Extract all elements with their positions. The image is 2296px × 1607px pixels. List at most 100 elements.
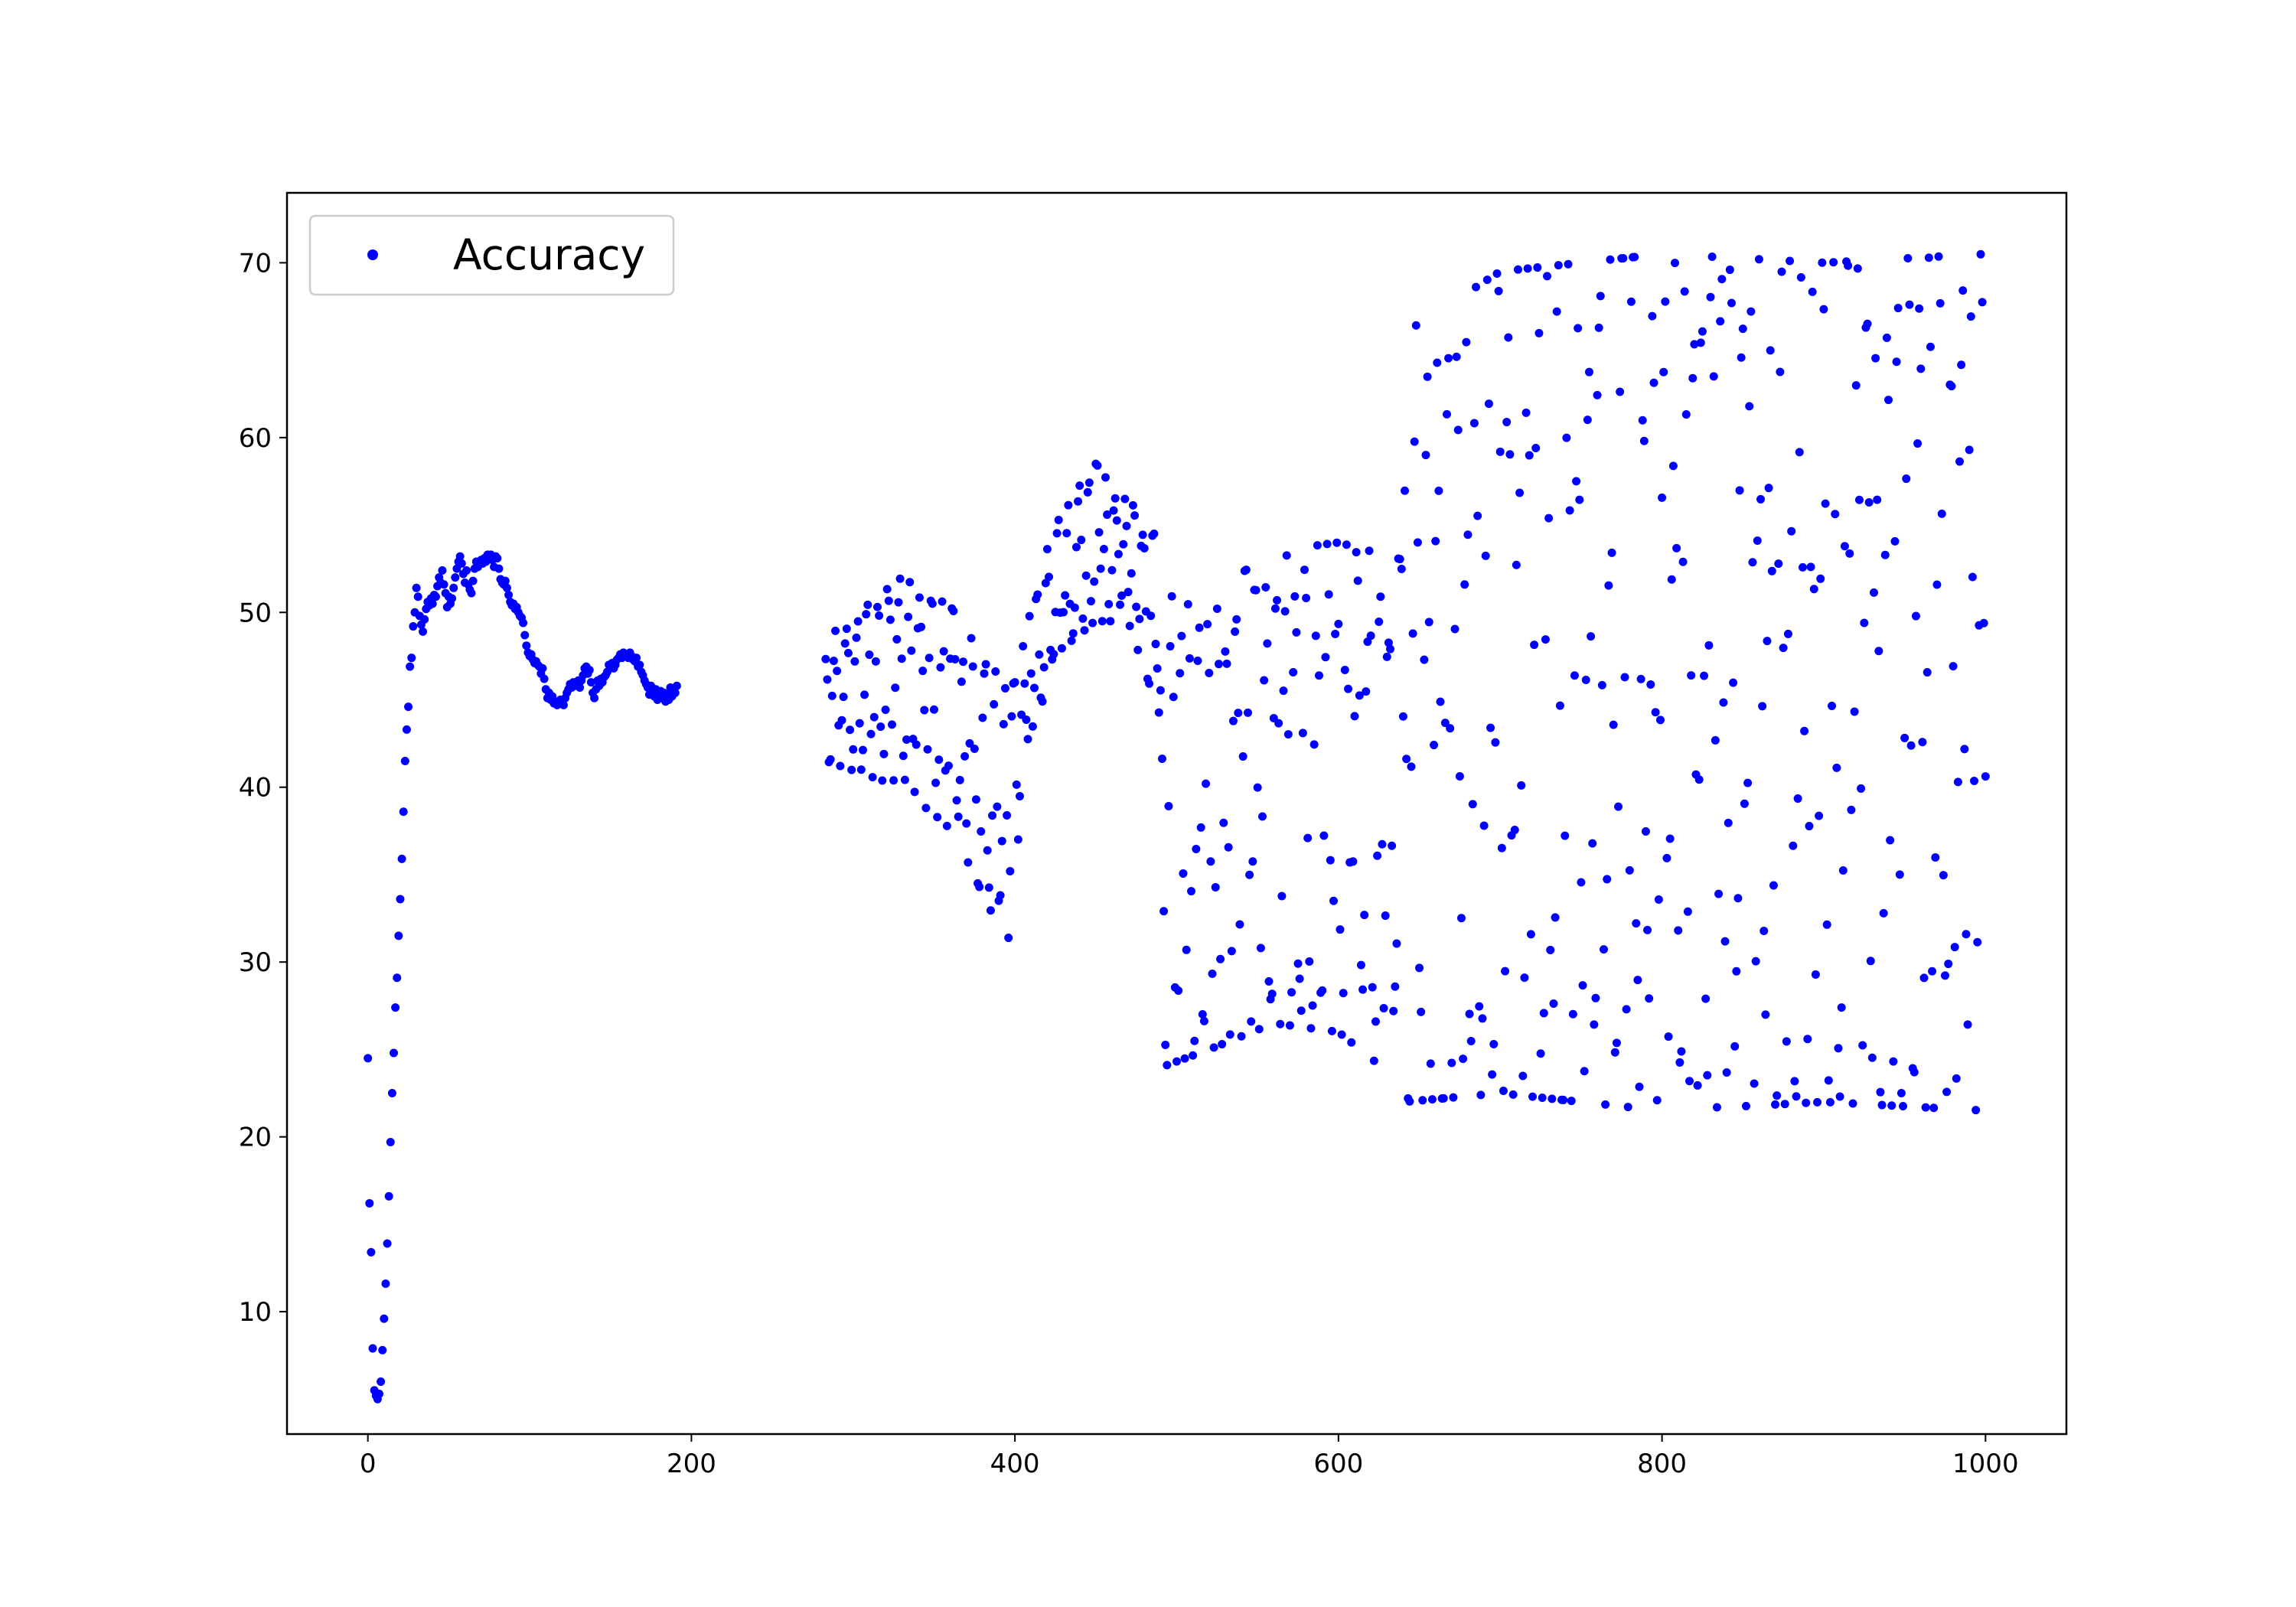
accuracy-point: [1533, 263, 1542, 272]
accuracy-point: [1809, 585, 1818, 594]
accuracy-point: [1783, 629, 1792, 638]
accuracy-point: [1318, 986, 1327, 995]
accuracy-point: [1227, 947, 1236, 956]
accuracy-point: [858, 745, 867, 755]
accuracy-point: [1882, 333, 1891, 342]
accuracy-point: [1588, 839, 1597, 848]
accuracy-point: [1096, 564, 1105, 573]
accuracy-point: [1520, 973, 1529, 983]
accuracy-point: [1661, 297, 1670, 306]
accuracy-point: [1174, 986, 1183, 996]
accuracy-point: [977, 827, 986, 836]
accuracy-point: [1241, 566, 1251, 575]
accuracy-point: [949, 606, 958, 615]
accuracy-point: [1518, 1071, 1528, 1081]
accuracy-point: [1596, 292, 1605, 301]
accuracy-point: [1276, 1019, 1285, 1028]
accuracy-point: [1910, 1068, 1919, 1077]
accuracy-point: [1677, 1047, 1686, 1056]
accuracy-point: [1971, 1106, 1981, 1115]
accuracy-point: [829, 657, 838, 666]
accuracy-point: [1195, 623, 1204, 632]
accuracy-point: [1360, 911, 1369, 920]
accuracy-point: [1871, 354, 1880, 363]
accuracy-point: [1159, 907, 1169, 916]
accuracy-point: [1446, 724, 1455, 733]
accuracy-point: [1064, 500, 1073, 510]
accuracy-point: [1921, 1103, 1930, 1112]
accuracy-point: [394, 931, 403, 940]
accuracy-point: [1421, 451, 1430, 460]
accuracy-point: [1336, 925, 1345, 934]
accuracy-point: [1623, 1103, 1632, 1112]
accuracy-point: [1635, 1082, 1644, 1091]
accuracy-point: [847, 765, 856, 774]
accuracy-point: [1505, 450, 1515, 459]
accuracy-point: [1896, 1089, 1906, 1098]
accuracy-point: [1109, 506, 1118, 515]
accuracy-point: [1742, 1101, 1750, 1110]
accuracy-point: [1273, 595, 1282, 605]
accuracy-point: [1049, 650, 1058, 659]
accuracy-point: [1386, 644, 1394, 654]
accuracy-point: [1549, 999, 1558, 1009]
accuracy-point: [1295, 974, 1304, 983]
accuracy-point: [1362, 687, 1371, 696]
accuracy-point: [632, 654, 641, 663]
accuracy-point: [938, 597, 947, 606]
accuracy-point: [999, 719, 1008, 729]
accuracy-point: [1202, 779, 1211, 788]
accuracy-point: [383, 1239, 392, 1248]
accuracy-point: [384, 1191, 393, 1201]
accuracy-point: [1161, 1040, 1170, 1049]
accuracy-point: [1981, 772, 1990, 781]
accuracy-point: [1457, 914, 1466, 923]
accuracy-point: [438, 566, 447, 575]
accuracy-point: [1688, 373, 1698, 383]
accuracy-point: [1462, 337, 1471, 347]
accuracy-point: [1890, 536, 1900, 546]
accuracy-point: [1652, 1096, 1662, 1105]
accuracy-point: [1940, 971, 1949, 980]
accuracy-point: [635, 660, 644, 670]
accuracy-point: [1733, 894, 1743, 903]
accuracy-point: [1970, 777, 1979, 785]
accuracy-point: [1539, 1009, 1548, 1018]
accuracy-point: [1287, 988, 1296, 997]
accuracy-point: [918, 667, 928, 676]
accuracy-point: [823, 675, 832, 684]
accuracy-point: [915, 593, 924, 602]
x-tick-label: 600: [1313, 1449, 1363, 1479]
accuracy-point: [860, 690, 869, 699]
accuracy-point: [1583, 416, 1592, 425]
accuracy-point: [1003, 810, 1012, 820]
accuracy-point: [1732, 966, 1741, 976]
accuracy-point: [1183, 600, 1192, 609]
accuracy-point: [1774, 559, 1783, 569]
accuracy-point: [1706, 292, 1715, 302]
accuracy-point: [1196, 823, 1205, 832]
accuracy-point: [1510, 826, 1519, 835]
accuracy-point: [1793, 794, 1802, 804]
accuracy-point: [1887, 1101, 1896, 1110]
accuracy-point: [1950, 943, 1959, 952]
accuracy-point: [1840, 542, 1849, 551]
accuracy-point: [1730, 1041, 1740, 1051]
accuracy-point: [1244, 708, 1252, 717]
accuracy-point: [849, 745, 858, 754]
accuracy-point: [1254, 1025, 1264, 1034]
accuracy-point: [1381, 911, 1390, 921]
accuracy-point: [396, 895, 405, 904]
accuracy-point: [1609, 720, 1618, 729]
accuracy-point: [1090, 577, 1099, 586]
accuracy-point: [1709, 372, 1718, 381]
accuracy-point: [1337, 1030, 1346, 1039]
accuracy-point: [1205, 669, 1214, 678]
accuracy-point: [1696, 338, 1705, 347]
accuracy-point: [1172, 1057, 1181, 1066]
accuracy-point: [1459, 1054, 1468, 1064]
accuracy-point: [1117, 591, 1127, 600]
accuracy-point: [468, 576, 478, 585]
accuracy-point: [1084, 478, 1094, 487]
accuracy-point: [1620, 673, 1629, 682]
